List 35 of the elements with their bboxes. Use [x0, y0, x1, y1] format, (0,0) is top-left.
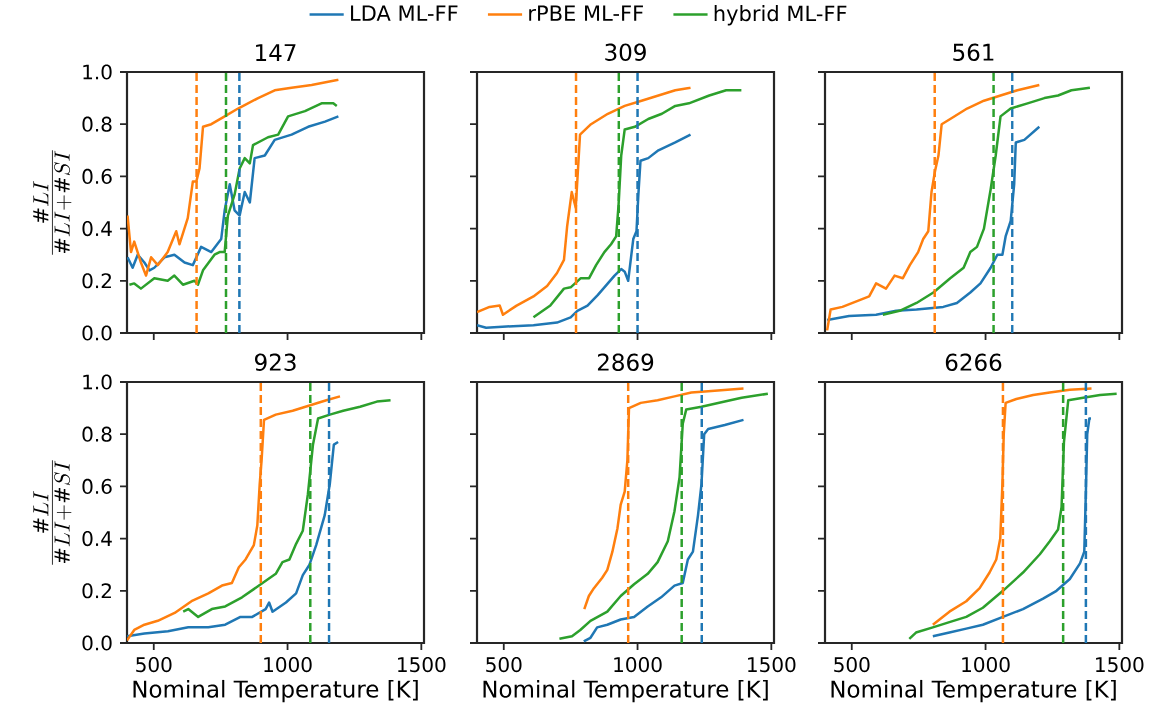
legend-label: hybrid ML-FF: [714, 5, 847, 26]
x-tick-label: 1000: [264, 657, 312, 673]
y-tick-label: 0.0: [82, 635, 112, 651]
x-tick-label: 1500: [1096, 657, 1144, 673]
y-tick-label: 0.0: [82, 325, 112, 341]
x-axis-title: Nominal Temperature [K]: [483, 679, 768, 703]
y-tick-label: 0.8: [82, 426, 112, 442]
x-tick-label: 1000: [962, 657, 1010, 673]
y-axis-title: $\frac{\#LI}{\#LI + \#SI}$: [33, 150, 72, 255]
y-tick-label: 1.0: [83, 374, 112, 390]
x-tick-label: 1500: [398, 657, 446, 673]
y-tick-label: 0.4: [82, 531, 112, 547]
chart-title: 923: [255, 353, 296, 371]
y-tick-label: 0.6: [82, 168, 112, 184]
legend-label: LDA ML-FF: [351, 5, 458, 21]
x-tick-label: 500: [834, 657, 870, 673]
chart-title: 2869: [597, 353, 654, 371]
chart-title: 6266: [945, 353, 1002, 371]
x-axis-title: Nominal Temperature [K]: [133, 679, 418, 703]
y-tick-label: 1.0: [83, 64, 112, 80]
x-tick-label: 500: [486, 657, 522, 673]
x-tick-label: 500: [136, 657, 172, 673]
y-axis-title: $\frac{\#LI}{\#LI + \#SI}$: [33, 460, 72, 565]
y-tick-label: 0.2: [82, 583, 111, 599]
chart-title: 147: [256, 44, 296, 61]
x-tick-label: 1500: [748, 657, 796, 673]
legend-label: rPBE ML-FF: [529, 5, 643, 21]
x-tick-label: 1000: [614, 657, 662, 673]
chart-title: 561: [953, 43, 994, 61]
y-tick-label: 0.6: [82, 478, 112, 494]
chart-title: 309: [605, 43, 646, 61]
x-axis-title: Nominal Temperature [K]: [831, 679, 1116, 703]
y-tick-label: 0.2: [82, 273, 111, 289]
y-tick-label: 0.4: [82, 221, 112, 237]
y-tick-label: 0.8: [82, 116, 112, 132]
